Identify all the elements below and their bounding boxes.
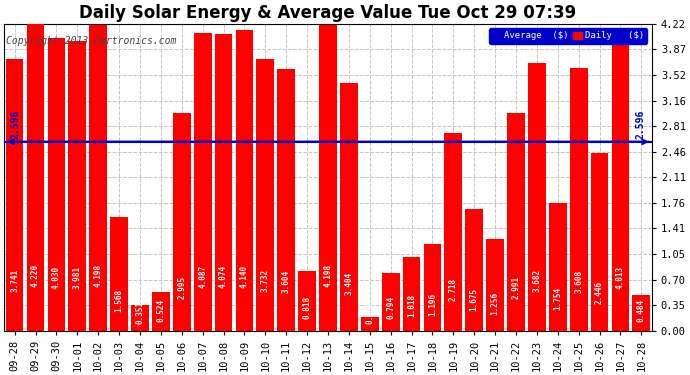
Bar	[152, 292, 170, 330]
Bar	[277, 69, 295, 330]
Bar	[319, 26, 337, 330]
Text: 2.596: 2.596	[10, 110, 21, 139]
Bar	[257, 59, 274, 330]
Text: 2.718: 2.718	[448, 278, 458, 301]
Bar	[633, 296, 650, 330]
Bar	[89, 26, 107, 330]
Legend: Average  ($), Daily   ($): Average ($), Daily ($)	[489, 28, 647, 44]
Text: 2.596: 2.596	[635, 110, 646, 139]
Title: Daily Solar Energy & Average Value Tue Oct 29 07:39: Daily Solar Energy & Average Value Tue O…	[79, 4, 577, 22]
Bar	[235, 30, 253, 330]
Bar	[486, 239, 504, 330]
Bar	[131, 305, 149, 330]
Text: 0.484: 0.484	[637, 299, 646, 322]
Text: 3.608: 3.608	[574, 270, 583, 293]
Bar	[48, 38, 66, 330]
Bar	[528, 63, 546, 330]
Text: 1.256: 1.256	[491, 292, 500, 315]
Bar	[591, 153, 609, 330]
Bar	[611, 39, 629, 330]
Bar	[382, 273, 400, 330]
Text: 3.604: 3.604	[282, 270, 290, 293]
Text: 3.682: 3.682	[533, 269, 542, 292]
Text: 3.981: 3.981	[72, 266, 82, 289]
Text: 1.196: 1.196	[428, 292, 437, 316]
Bar	[444, 133, 462, 330]
Text: 4.198: 4.198	[324, 264, 333, 287]
Text: 4.087: 4.087	[198, 265, 207, 288]
Text: 0.818: 0.818	[303, 296, 312, 319]
Text: 4.030: 4.030	[52, 266, 61, 289]
Text: 1.754: 1.754	[553, 287, 562, 310]
Text: 2.995: 2.995	[177, 276, 186, 298]
Text: 2.446: 2.446	[595, 280, 604, 304]
Bar	[570, 68, 588, 330]
Text: 1.018: 1.018	[407, 294, 416, 317]
Text: Copyright 2013 Cartronics.com: Copyright 2013 Cartronics.com	[6, 36, 177, 46]
Text: 3.404: 3.404	[344, 272, 353, 295]
Text: 4.140: 4.140	[240, 265, 249, 288]
Text: 4.013: 4.013	[616, 266, 625, 289]
Text: 0.351: 0.351	[135, 300, 144, 324]
Text: 0.190: 0.190	[365, 300, 374, 324]
Text: 4.198: 4.198	[94, 264, 103, 287]
Text: 3.741: 3.741	[10, 268, 19, 291]
Bar	[549, 203, 566, 330]
Bar	[215, 34, 233, 330]
Text: 4.220: 4.220	[31, 264, 40, 287]
Text: 1.675: 1.675	[470, 288, 479, 311]
Bar	[340, 83, 357, 330]
Bar	[194, 33, 212, 330]
Bar	[465, 209, 483, 330]
Text: 1.568: 1.568	[115, 289, 124, 312]
Bar	[110, 216, 128, 330]
Bar	[27, 24, 44, 330]
Bar	[6, 58, 23, 330]
Bar	[507, 113, 525, 330]
Text: 2.991: 2.991	[511, 276, 520, 298]
Bar	[361, 317, 379, 330]
Bar	[403, 256, 420, 330]
Text: 0.794: 0.794	[386, 296, 395, 320]
Bar	[424, 244, 442, 330]
Text: 4.074: 4.074	[219, 265, 228, 288]
Text: 3.732: 3.732	[261, 268, 270, 292]
Bar	[298, 271, 316, 330]
Bar	[173, 113, 190, 330]
Text: 0.524: 0.524	[157, 299, 166, 322]
Bar	[68, 41, 86, 330]
